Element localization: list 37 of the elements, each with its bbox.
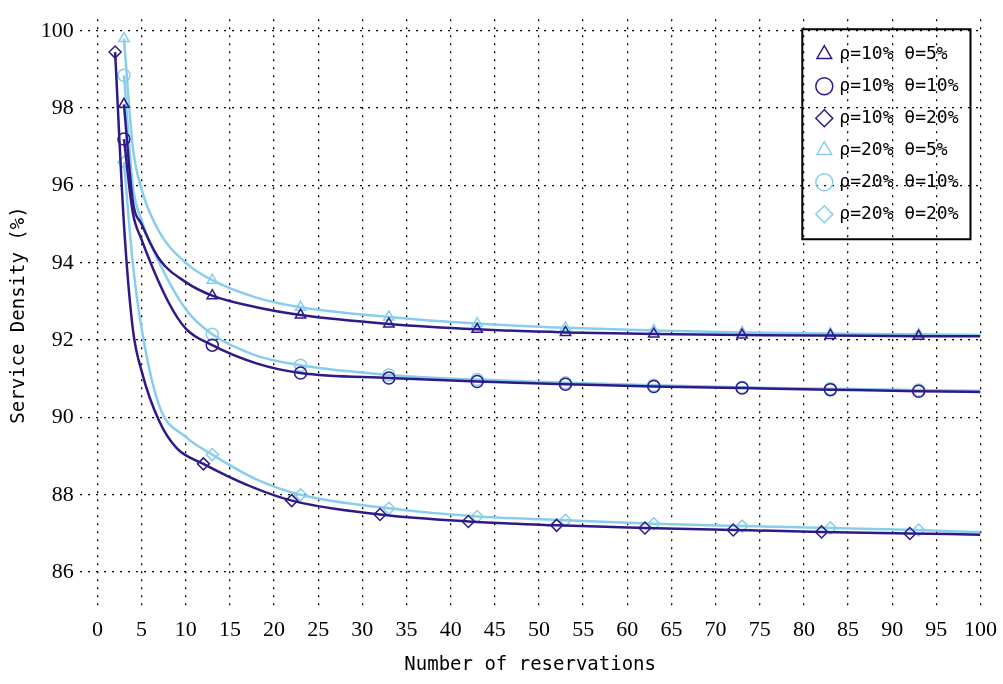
x-tick-label: 55 [572,615,595,641]
y-tick-label: 86 [51,557,74,583]
x-tick-label: 100 [964,615,997,641]
y-tick-label: 90 [51,403,74,429]
y-axis-title: Service Density (%) [6,206,29,424]
x-tick-label: 65 [660,615,683,641]
legend-label: ρ=10% θ=5% [839,41,948,63]
x-tick-label: 10 [174,615,197,641]
y-tick-label: 94 [51,248,74,274]
legend-label: ρ=20% θ=5% [839,137,948,159]
x-tick-label: 70 [704,615,727,641]
x-tick-label: 30 [351,615,374,641]
x-tick-label: 40 [439,615,462,641]
x-tick-label: 15 [218,615,241,641]
x-axis-title: Number of reservations [404,651,656,674]
x-tick-label: 75 [748,615,771,641]
x-tick-label: 45 [483,615,506,641]
x-tick-label: 85 [837,615,860,641]
x-tick-label: 80 [792,615,815,641]
x-tick-label: 20 [263,615,286,641]
legend-label: ρ=20% θ=20% [839,201,959,223]
y-tick-label: 98 [51,93,74,119]
y-tick-label: 96 [51,171,74,197]
x-tick-label: 95 [925,615,948,641]
x-tick-label: 90 [881,615,904,641]
x-tick-label: 35 [395,615,418,641]
y-tick-label: 92 [51,325,74,351]
y-tick-label: 100 [40,16,74,42]
x-tick-label: 0 [91,615,103,641]
x-tick-label: 60 [616,615,639,641]
legend-label: ρ=10% θ=10% [839,73,959,95]
x-tick-label: 5 [136,615,148,641]
x-tick-label: 50 [527,615,550,641]
y-tick-label: 88 [51,480,74,506]
legend-label: ρ=10% θ=20% [839,105,959,127]
legend-label: ρ=20% θ=10% [839,169,959,191]
x-tick-label: 25 [307,615,330,641]
